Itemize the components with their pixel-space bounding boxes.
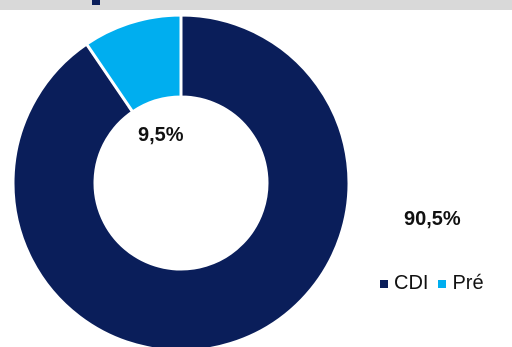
legend-swatch-pre: [438, 279, 447, 288]
legend-item-pre: Pré: [438, 272, 484, 295]
legend-swatch-cdi: [380, 279, 388, 288]
data-label-cdi: 90,5%: [404, 208, 461, 230]
donut-slice-cdi: [11, 13, 351, 347]
donut-slice-pre: [84, 13, 183, 114]
legend-label-cdi: CDI: [394, 272, 429, 294]
header-accent-mark: [92, 0, 100, 5]
data-label-pre: 9,5%: [138, 124, 184, 146]
legend: CDI Pré: [380, 272, 494, 295]
legend-item-cdi: CDI: [380, 272, 428, 295]
legend-label-pre: Pré: [452, 272, 484, 294]
header-band: [0, 0, 512, 10]
